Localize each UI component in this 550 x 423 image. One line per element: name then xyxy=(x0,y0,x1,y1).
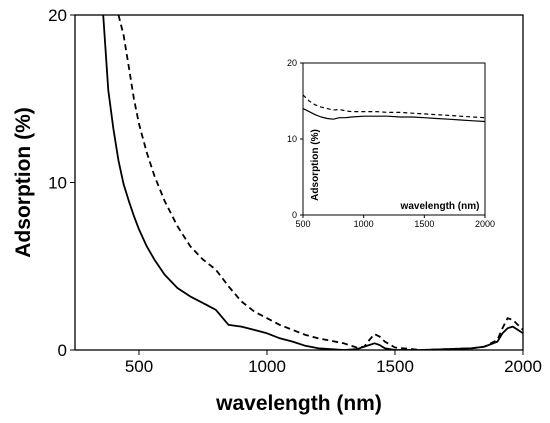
inset-series-dashed-line xyxy=(303,94,485,119)
main-y-tick-label: 20 xyxy=(48,6,67,25)
main-y-axis-label: Adsorption (%) xyxy=(12,107,35,257)
main-x-tick-label: 500 xyxy=(125,357,153,376)
inset-x-tick-label: 1500 xyxy=(414,219,434,229)
inset-y-axis-label: Adsorption (%) xyxy=(310,129,321,201)
main-plot: 500 1000 1500 2000 0 10 20 wavelength (nm) Ad… xyxy=(12,6,542,415)
inset-x-axis-label: wavelength (nm) xyxy=(400,201,480,212)
inset-y-tick-label: 0 xyxy=(292,210,297,220)
main-x-tick-label: 1500 xyxy=(376,357,414,376)
inset-x-tick-label: 2000 xyxy=(475,219,495,229)
inset-x-ticks: 500 1000 1500 2000 xyxy=(295,215,495,229)
inset-x-tick-label: 500 xyxy=(295,219,310,229)
main-y-tick-label: 0 xyxy=(58,341,67,360)
inset-plot: 500 1000 1500 2000 0 10 20 wavelength (nm) Ad… xyxy=(287,58,495,229)
main-x-tick-label: 1000 xyxy=(248,357,286,376)
main-x-axis-label: wavelength (nm) xyxy=(215,392,382,415)
inset-y-tick-label: 10 xyxy=(287,134,297,144)
inset-y-tick-label: 20 xyxy=(287,58,297,68)
main-series-dashed-line xyxy=(117,15,523,350)
inset-background xyxy=(303,63,485,215)
inset-series-solid-line xyxy=(303,108,485,123)
inset-series-group xyxy=(303,94,485,123)
main-x-ticks: 500 1000 1500 2000 xyxy=(125,350,542,376)
main-x-tick-label: 2000 xyxy=(504,357,542,376)
inset-x-tick-label: 1000 xyxy=(354,219,374,229)
main-y-ticks: 0 10 20 xyxy=(48,6,75,360)
main-series-group xyxy=(102,15,523,350)
inset-y-ticks: 0 10 20 xyxy=(287,58,303,220)
main-y-tick-label: 10 xyxy=(48,173,67,192)
